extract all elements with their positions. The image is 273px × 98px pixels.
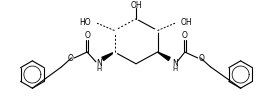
Text: N: N [96,59,102,68]
Polygon shape [158,52,170,60]
Text: O: O [198,54,204,63]
Text: OH: OH [181,18,193,27]
Text: OH: OH [130,1,142,10]
Text: HO: HO [79,18,91,27]
Text: H: H [173,66,178,72]
Text: N: N [172,59,178,68]
Text: O: O [84,31,90,40]
Text: O: O [182,31,188,40]
Polygon shape [102,52,114,60]
Text: O: O [67,54,73,63]
Text: H: H [96,66,102,72]
